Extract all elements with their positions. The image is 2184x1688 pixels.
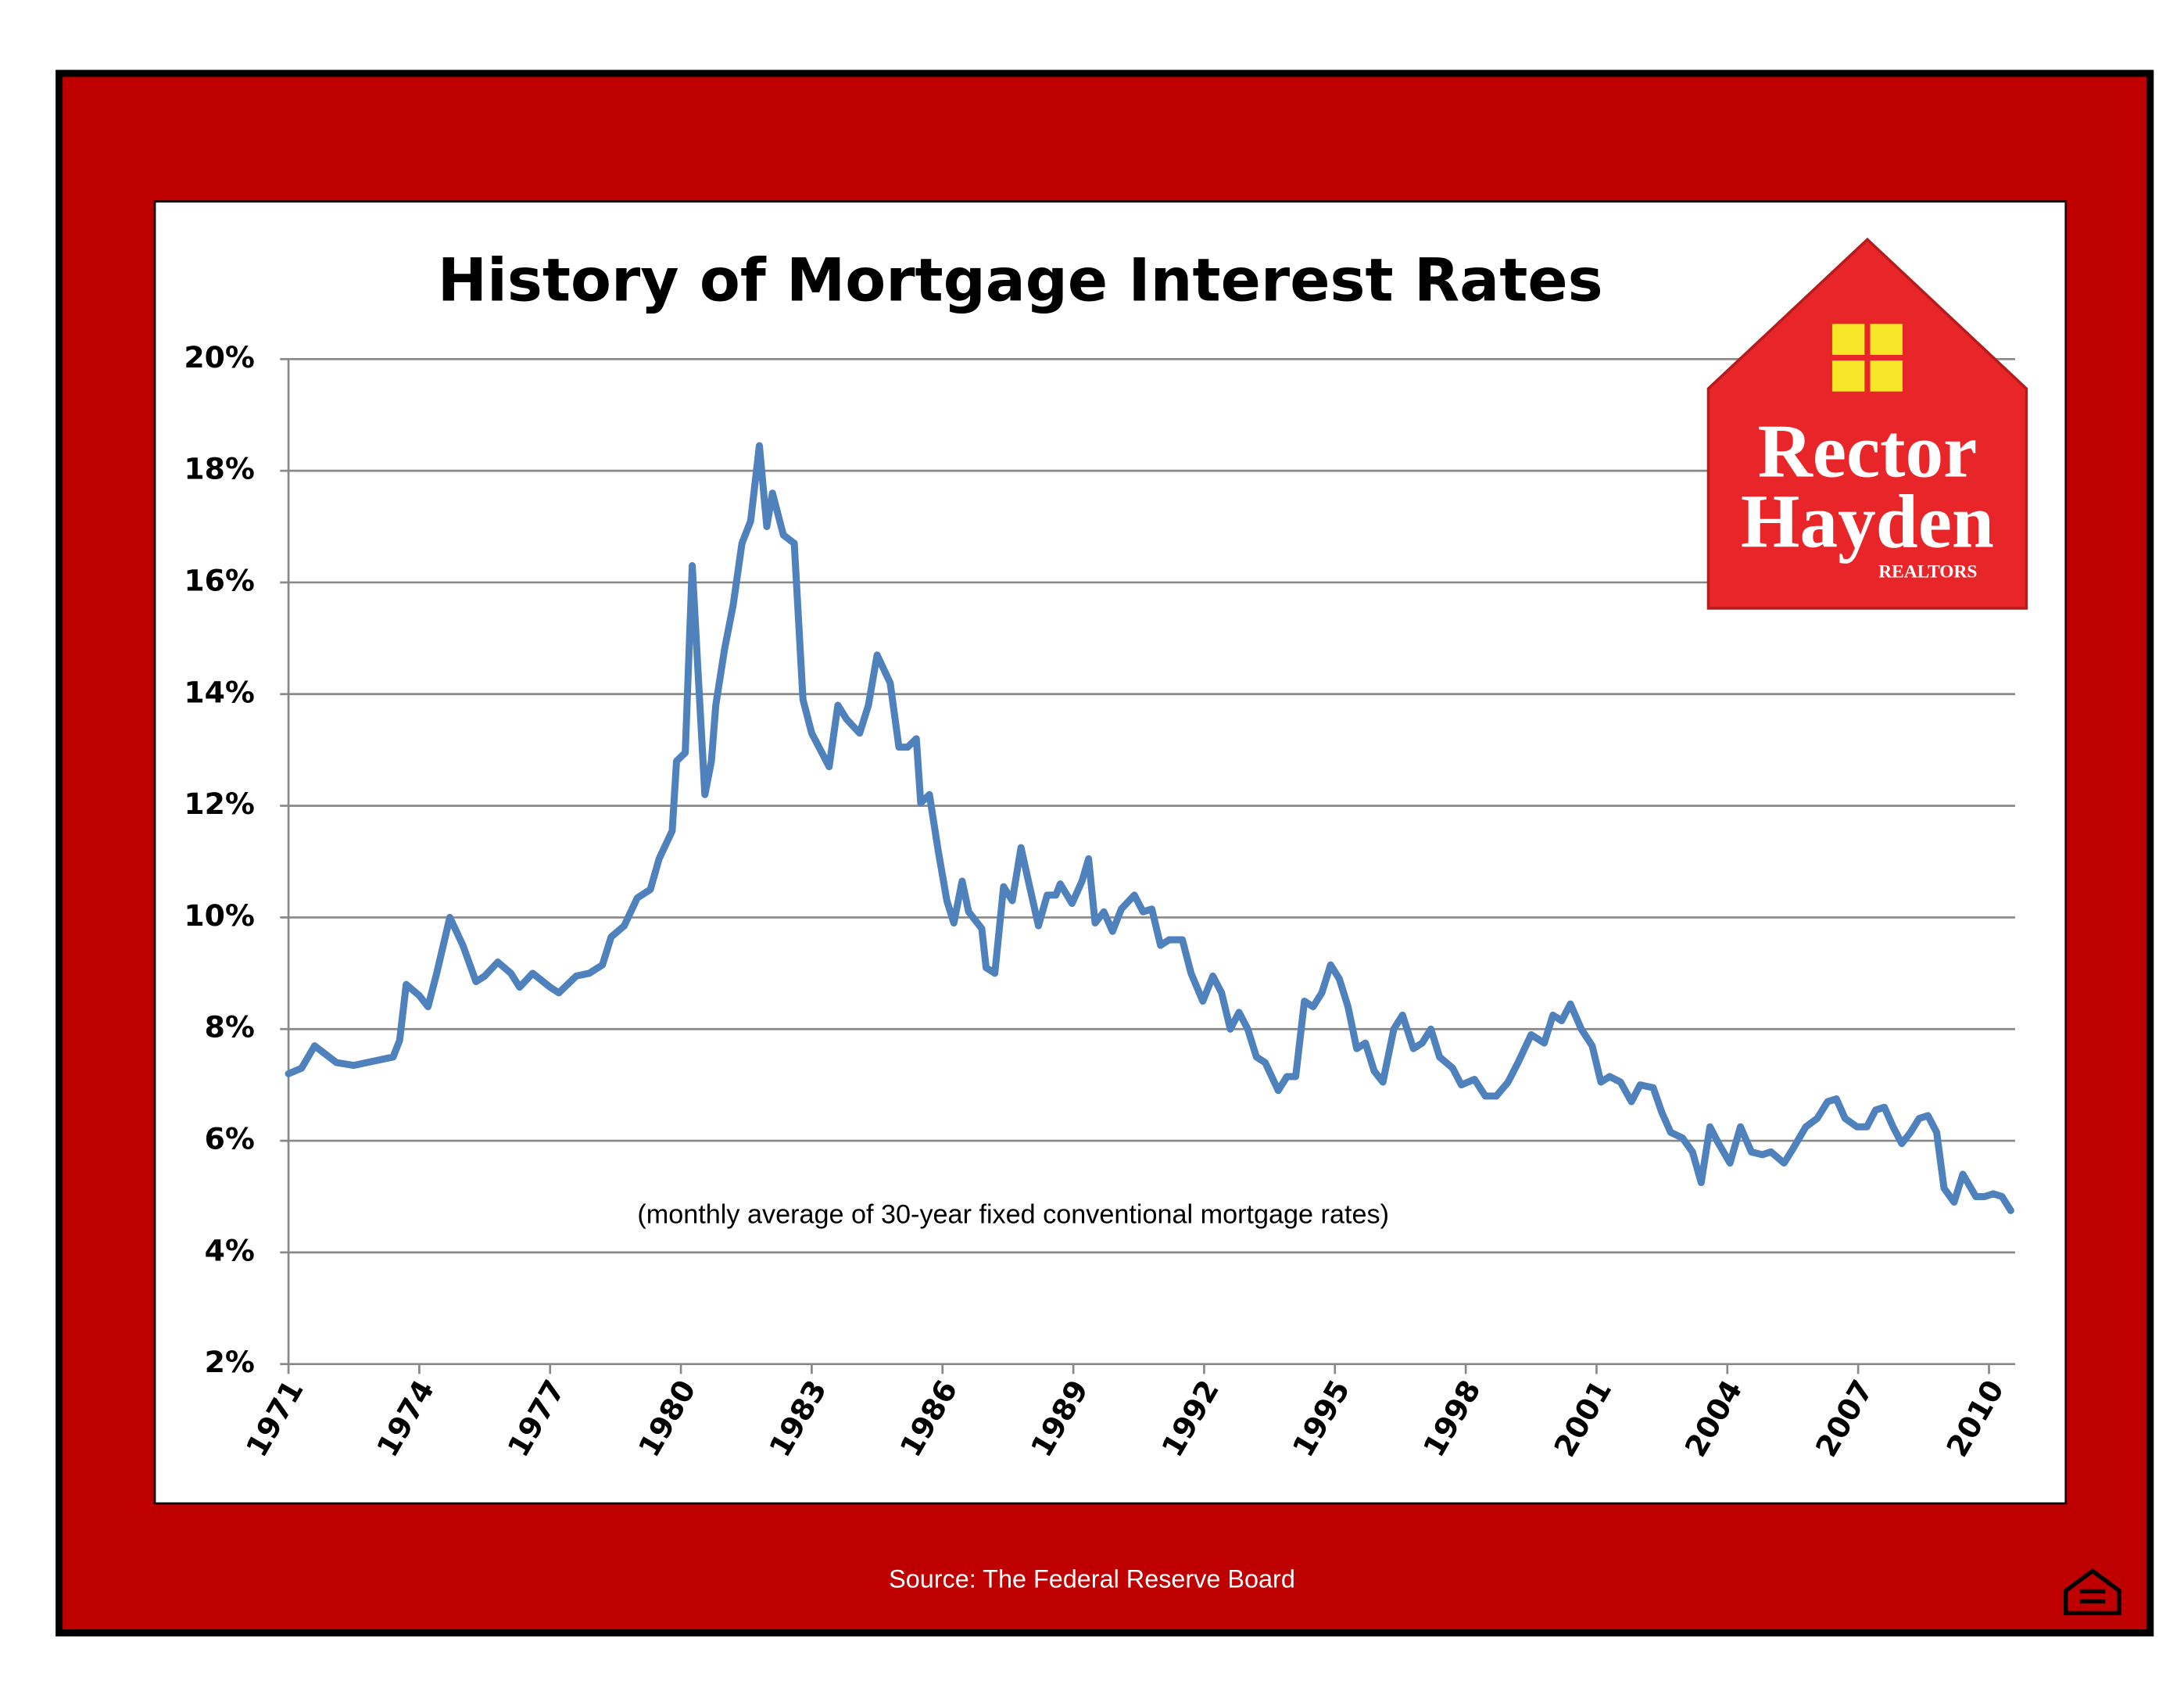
logo-house: [1706, 237, 2028, 610]
chart-title: History of Mortgage Interest Rates: [438, 245, 1603, 314]
y-tick-label: 16%: [184, 563, 254, 597]
logo-window: [1831, 360, 1865, 392]
logo-window: [1831, 324, 1865, 355]
y-tick-label: 6%: [205, 1122, 255, 1156]
logo-window: [1870, 324, 1903, 355]
logo-text: Rector: [1758, 409, 1978, 493]
logo-text: REALTORS: [1878, 561, 1977, 582]
y-tick-label: 18%: [184, 452, 254, 486]
y-tick-label: 2%: [205, 1345, 255, 1379]
equal-housing-icon: [2064, 1568, 2121, 1616]
line-series: [285, 442, 2014, 1214]
source: Source: The Federal Reserve Board: [889, 1564, 1295, 1593]
y-tick-label: 4%: [205, 1233, 255, 1267]
y-tick-label: 10%: [184, 898, 254, 933]
note: (monthly average of 30-year fixed conven…: [637, 1200, 1389, 1230]
logo-window: [1870, 360, 1903, 392]
logo: Rector Hayden REALTORS: [1706, 237, 2028, 610]
y-tick-label: 8%: [205, 1010, 255, 1045]
logo-text: Hayden: [1741, 479, 1994, 564]
y-tick-label: 12%: [184, 787, 254, 821]
y-tick-label: 20%: [184, 340, 254, 375]
y-tick-label: 14%: [184, 675, 254, 709]
